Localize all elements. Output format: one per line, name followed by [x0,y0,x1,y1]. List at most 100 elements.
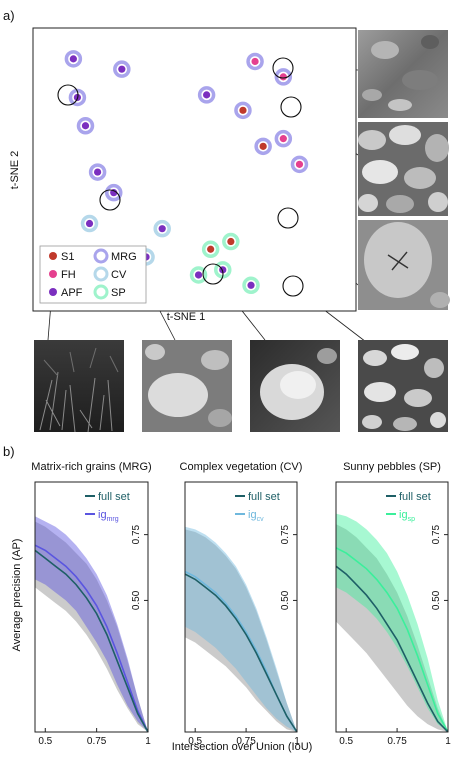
x-tick-label: 1 [445,736,451,747]
tsne-legend: S1 FH APF MRG CV SP [39,245,147,304]
legend-swatch-cv [93,266,109,282]
tsne-point [85,219,94,228]
pebbles-photo [358,122,449,216]
sunny-pebbles-photo [358,340,448,432]
full-set-line [335,565,449,733]
highlight-circle [272,57,294,79]
tsne-point-ring [153,219,171,238]
iou-xlabel: Intersection over Union (IoU) [172,741,313,753]
legend-swatch-mrg [93,248,109,264]
ap-subplot: Complex vegetation (CV) 0.5 0.75 1 0.50 0.75 f… [180,461,303,747]
full-set-band [336,524,448,732]
tsne-point-ring [76,117,95,135]
tsne-point [279,73,287,81]
tsne-point [207,245,215,253]
tsne-point [118,65,126,73]
tsne-point [239,106,247,114]
legend-label-sp: SP [111,287,126,299]
tsne-point-ring [197,86,216,104]
subplot-frame [335,481,449,733]
legend-label-mrg: MRG [111,251,137,263]
tsne-point-ring [274,68,293,86]
tsne-point [251,57,259,66]
subplot-title: Matrix-rich grains (MRG) [31,461,151,473]
tsne-point-ring [64,50,83,68]
tsne-point [194,271,203,279]
highlight-circle [277,207,299,229]
tsne-point-ring [274,129,293,148]
subplot-title: Complex vegetation (CV) [180,461,303,473]
x-tick-label: 0.75 [87,736,107,747]
x-tick-label: 0.5 [188,736,202,747]
legend-label-s1: S1 [61,251,74,263]
ap-subplot: Sunny pebbles (SP) 0.5 0.75 1 0.50 0.75 full s… [335,461,451,747]
marked-rock-photo [358,220,450,310]
variant-band [35,516,148,732]
x-tick-label: 0.5 [38,736,52,747]
subplot-frame [184,481,298,733]
y-tick-label: 0.50 [280,590,291,610]
legend-swatch-s1 [49,252,57,260]
legend-label-apf: APF [61,287,83,299]
tsne-point-ring [254,137,272,156]
tsne-points [64,50,309,295]
highlight-circles [57,57,304,297]
tsne-point-ring [80,214,99,233]
legend-label-fh: FH [61,269,76,281]
tsne-point [259,142,267,150]
highlight-circle [57,84,79,106]
ap-subplot: Matrix-rich grains (MRG) 0.5 0.75 1 0.50 0.75… [31,461,151,747]
tsne-point [81,122,90,130]
tsne-point [203,91,211,99]
legend-swatch-fh [49,270,57,278]
tsne-point [158,225,166,233]
highlight-circle [280,96,302,118]
legend-label-variant: igmrg [98,509,119,523]
legend-swatch-apf [49,288,57,296]
variant-band [336,513,448,732]
legend-label-full-set: full set [399,491,431,503]
tsne-point [295,160,304,168]
tsne-point-ring [246,52,264,71]
tsne-point-ring [242,276,260,295]
legend-box [39,245,147,304]
tsne-point-ring [290,155,309,174]
sunny-rock-photo [250,340,340,432]
tsne-point [227,237,235,246]
y-tick-label: 0.75 [431,524,442,544]
tsne-point-ring [88,163,107,181]
variant-line [34,544,149,733]
x-tick-label: 1 [145,736,151,747]
tsne-point [247,281,255,289]
tsne-point-ring [222,232,240,251]
x-tick-label: 0.75 [236,736,256,747]
panel-b-label: b) [3,444,15,459]
y-tick-label: 0.75 [280,524,291,544]
grass-photo [34,340,124,433]
ap-ylabel: Average precision (AP) [11,539,23,652]
tsne-ylabel: t-SNE 2 [9,151,21,190]
tsne-xlabel: t-SNE 1 [167,311,206,323]
tsne-point-ring [189,266,208,284]
x-tick-label: 0.75 [387,736,407,747]
variant-line [335,547,449,733]
legend-label-cv: CV [111,269,127,281]
highlight-circle [99,189,121,211]
y-tick-label: 0.50 [131,590,142,610]
panel-a-label: a) [3,8,15,23]
tsne-point-ring [201,240,220,259]
tsne-point [94,168,102,176]
legend-label-variant: igsp [399,509,415,523]
highlight-circle [202,263,224,285]
rocks-photo [142,340,232,432]
tsne-point [279,135,287,143]
tsne-point [110,189,118,197]
subplot-frame [34,481,149,733]
subplot-title: Sunny pebbles (SP) [343,461,441,473]
tsne-point-ring [234,101,252,120]
y-tick-label: 0.75 [131,524,142,544]
full-set-line [34,549,149,733]
x-tick-label: 1 [294,736,300,747]
legend-label-full-set: full set [248,491,280,503]
